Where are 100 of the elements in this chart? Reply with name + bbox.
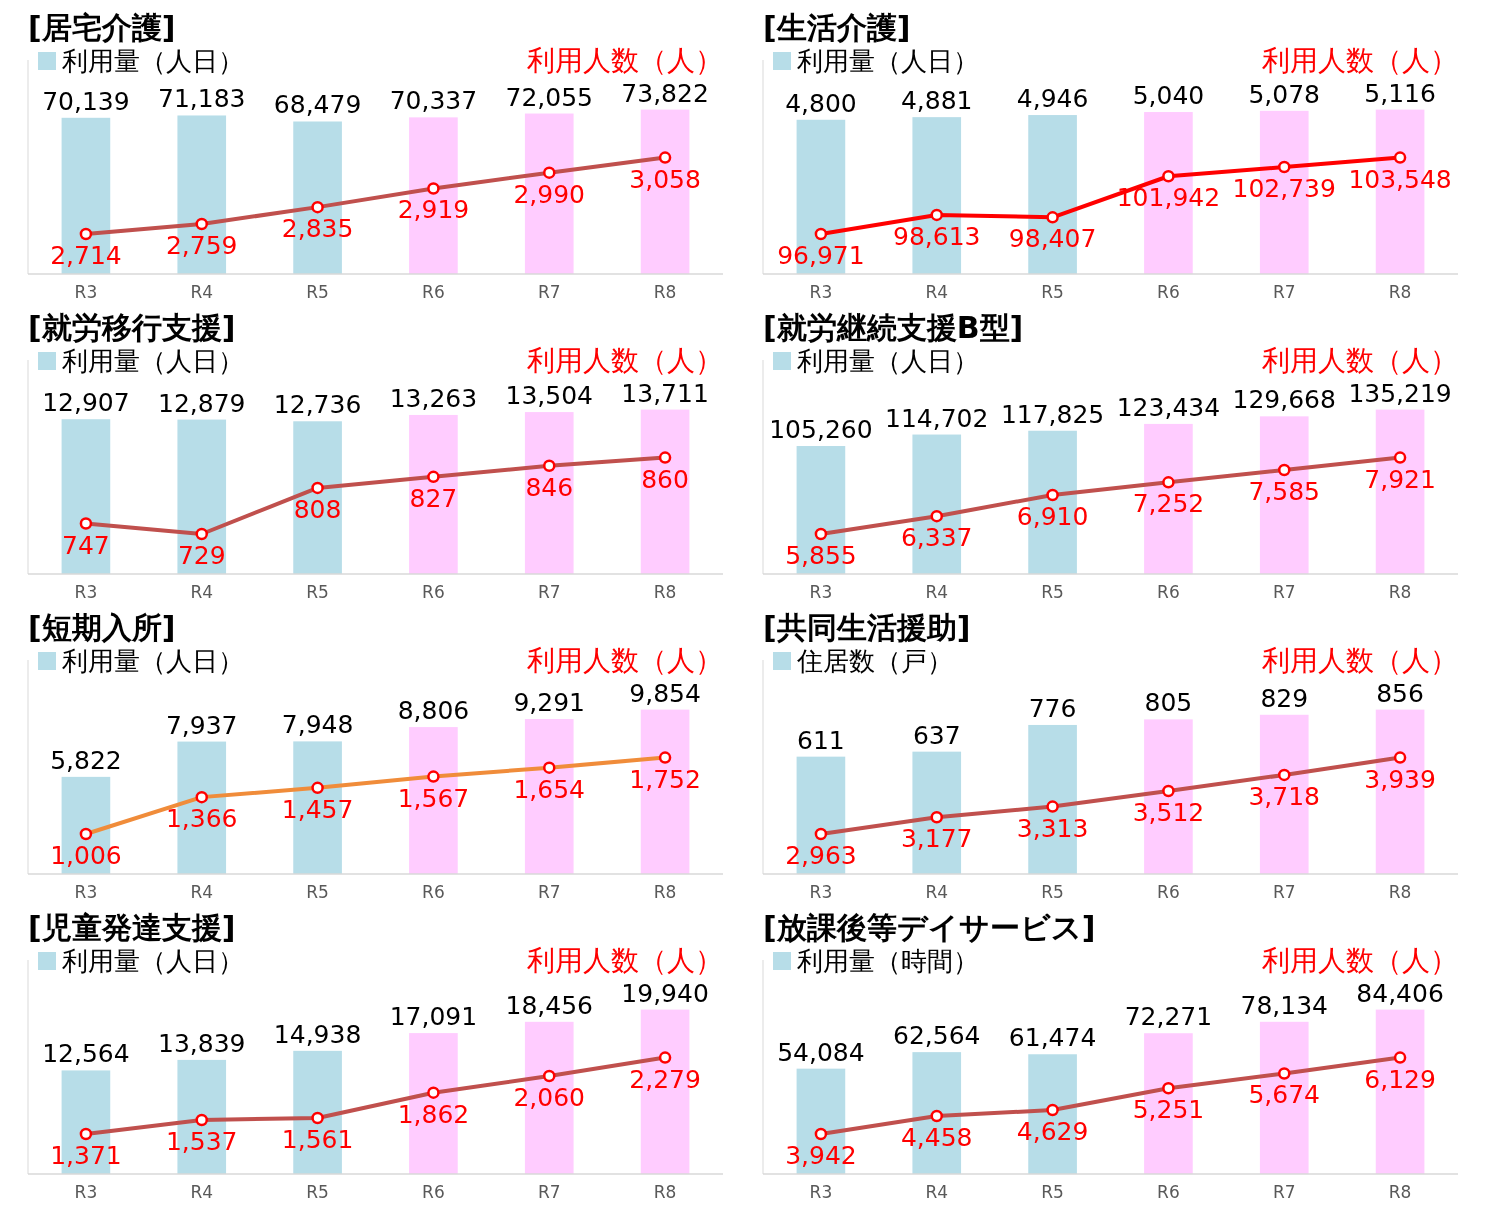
x-tick-label: R8 [653, 1182, 677, 1202]
data-label: 12,879 [158, 388, 246, 418]
x-tick-label: R7 [537, 582, 561, 602]
data-label: 61,474 [1008, 1023, 1097, 1053]
bar [409, 414, 458, 574]
data-label: 72,055 [505, 82, 593, 112]
data-label: 98,613 [893, 221, 981, 251]
data-label: 2,060 [513, 1083, 586, 1113]
data-label: 805 [1144, 688, 1193, 718]
data-label: 1,366 [165, 804, 238, 834]
chart-title: [共同生活援助] [763, 610, 971, 645]
data-label: 96,971 [777, 241, 865, 270]
bar [293, 421, 342, 574]
data-label: 5,078 [1248, 79, 1321, 109]
data-label: 2,963 [785, 841, 857, 870]
data-label: 3,058 [629, 164, 701, 194]
data-label: 829 [1260, 683, 1309, 713]
data-label: 68,479 [273, 90, 362, 120]
data-label: 5,251 [1132, 1095, 1205, 1125]
data-label: 637 [912, 720, 961, 750]
data-label: 5,822 [50, 745, 122, 775]
text: 利用人数（人） [527, 344, 723, 377]
data-label: 3,942 [785, 1141, 857, 1170]
x-tick-label: R5 [306, 882, 329, 902]
x-tick-label: R4 [925, 282, 949, 302]
data-label: 856 [1376, 678, 1424, 708]
x-tick-label: R6 [422, 882, 445, 902]
data-label: 729 [177, 541, 226, 570]
x-tick-label: R4 [925, 582, 949, 602]
data-label: 14,938 [273, 1019, 362, 1049]
point [1162, 170, 1175, 183]
data-label: 7,252 [1132, 489, 1205, 519]
text: 利用人数（人） [1262, 344, 1458, 377]
data-label: 5,674 [1248, 1080, 1321, 1110]
data-label: 12,736 [273, 390, 362, 420]
x-tick-label: R3 [809, 882, 833, 902]
data-label: 12,564 [42, 1039, 130, 1069]
data-label: 117,825 [1000, 399, 1105, 429]
legend-label: 利用量（人日） [797, 346, 979, 376]
data-label: 5,116 [1364, 78, 1436, 108]
data-label: 808 [293, 494, 342, 524]
x-tick-label: R4 [190, 1182, 214, 1202]
point [1278, 160, 1291, 174]
x-tick-label: R8 [653, 582, 677, 602]
legend-label: 利用量（人日） [62, 346, 244, 376]
legend-label: 利用量（人日） [62, 946, 244, 976]
data-label: 54,084 [777, 1037, 865, 1067]
chart-title: [就労継続支援B型] [763, 310, 1024, 345]
point [1046, 211, 1059, 224]
data-label: 1,561 [281, 1125, 354, 1155]
chart-title: [居宅介護] [28, 10, 176, 45]
data-label: 13,711 [621, 378, 709, 408]
data-label: 72,271 [1124, 1002, 1213, 1032]
legend-label: 住居数（戸） [796, 646, 953, 676]
data-label: 102,739 [1232, 174, 1336, 203]
data-label: 1,654 [513, 774, 586, 804]
data-label: 2,279 [629, 1064, 701, 1094]
data-label: 1,006 [50, 841, 122, 870]
data-label: 5,040 [1132, 81, 1205, 111]
data-label: 2,759 [165, 231, 238, 261]
x-tick-label: R8 [653, 882, 677, 902]
data-label: 13,839 [158, 1028, 246, 1058]
x-tick-label: R5 [306, 582, 329, 602]
x-tick-label: R7 [1272, 1182, 1296, 1202]
x-tick-label: R5 [1041, 1182, 1064, 1202]
bar [524, 412, 574, 574]
data-label: 13,504 [505, 381, 593, 411]
x-tick-label: R3 [809, 582, 833, 602]
x-tick-label: R7 [537, 882, 561, 902]
data-label: 1,567 [397, 783, 470, 813]
data-label: 98,407 [1008, 224, 1097, 254]
data-label: 7,948 [281, 710, 354, 740]
data-label: 860 [641, 464, 689, 494]
data-label: 13,263 [389, 383, 478, 413]
data-label: 123,434 [1116, 392, 1221, 422]
data-label: 62,564 [893, 1021, 981, 1051]
x-tick-label: R7 [537, 1182, 561, 1202]
legend-label: 利用量（人日） [797, 46, 979, 76]
data-label: 3,512 [1132, 798, 1205, 828]
x-tick-label: R8 [1388, 582, 1412, 602]
data-label: 8,806 [397, 696, 470, 726]
data-label: 12,907 [42, 388, 130, 418]
data-label: 4,946 [1016, 84, 1089, 114]
x-tick-label: R7 [1272, 282, 1296, 302]
bar [177, 419, 227, 574]
data-label: 4,881 [900, 86, 973, 116]
data-label: 6,337 [900, 523, 973, 553]
data-label: 17,091 [389, 1002, 478, 1032]
data-label: 105,260 [769, 415, 873, 445]
data-label: 776 [1028, 693, 1077, 723]
x-tick-label: R3 [809, 282, 833, 302]
x-tick-label: R3 [74, 882, 98, 902]
data-label: 1,457 [281, 794, 354, 824]
text: 利用人数（人） [527, 944, 723, 977]
point [814, 227, 828, 241]
x-tick-label: R4 [190, 882, 214, 902]
x-tick-label: R6 [422, 1182, 445, 1202]
x-tick-label: R5 [1041, 882, 1064, 902]
data-label: 611 [797, 725, 845, 755]
data-label: 6,910 [1016, 501, 1089, 531]
